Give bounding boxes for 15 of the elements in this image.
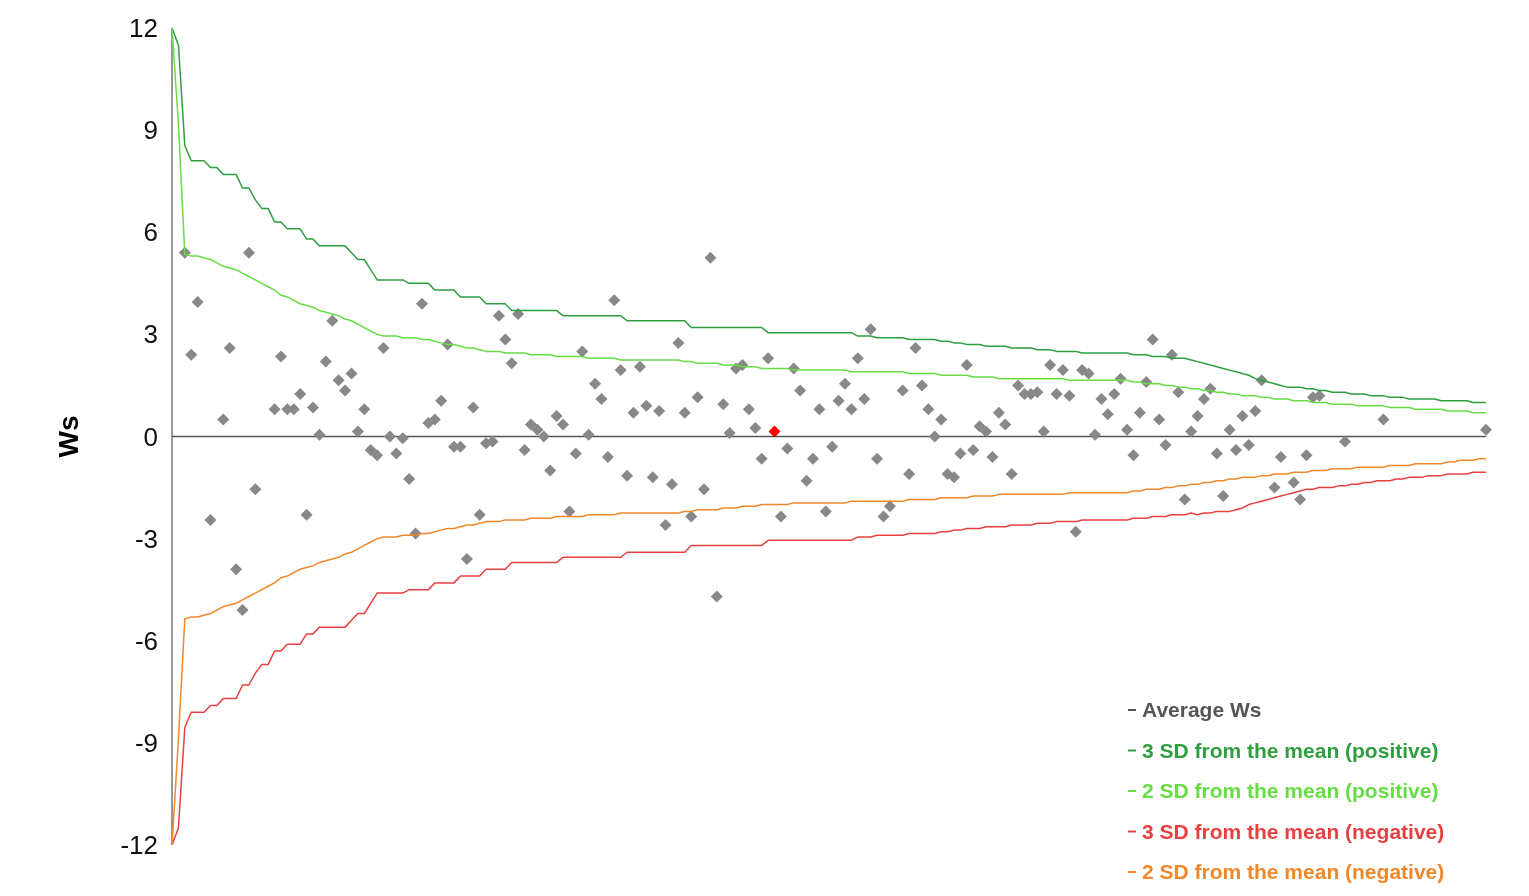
- legend-label: Average Ws: [1142, 698, 1262, 722]
- y-axis-title: Ws: [53, 415, 84, 458]
- y-tick-label: 3: [143, 319, 158, 350]
- y-tick-label: -6: [134, 625, 158, 656]
- legend-label: 3 SD from the mean (negative): [1142, 819, 1445, 843]
- y-tick-label: -3: [134, 523, 158, 554]
- legend-label: 2 SD from the mean (negative): [1142, 860, 1445, 884]
- y-tick-label: -9: [134, 727, 158, 758]
- y-tick-label: 6: [143, 217, 158, 248]
- y-tick-label: 0: [143, 421, 158, 452]
- y-tick-label: 12: [129, 13, 158, 44]
- legend-label: 2 SD from the mean (positive): [1142, 779, 1439, 803]
- legend-label: 3 SD from the mean (positive): [1142, 738, 1439, 762]
- y-tick-label: 9: [143, 115, 158, 146]
- y-tick-label: -12: [120, 830, 158, 861]
